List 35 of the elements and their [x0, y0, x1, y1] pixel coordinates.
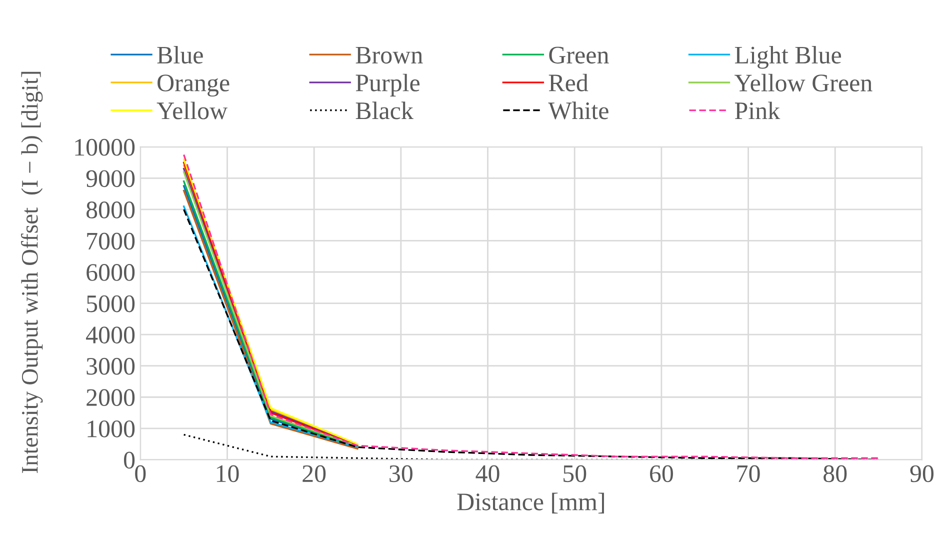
legend-label: Orange	[158, 74, 230, 97]
y-axis-title: Intensity Output with Offset (I − b) [digit]	[20, 72, 43, 474]
legend-label: White	[548, 102, 608, 120]
x-tick-label: 70	[737, 465, 760, 482]
legend-label: Light Blue	[734, 46, 842, 69]
y-tick-label: 7000	[87, 232, 135, 250]
y-tick-label: 3000	[86, 358, 135, 375]
legend-label: Yellow	[156, 102, 228, 120]
legend-label: Black	[356, 102, 414, 120]
legend-label: Pink	[734, 102, 780, 120]
legend-label: Green	[549, 46, 609, 64]
x-tick-label: 50	[564, 465, 586, 482]
x-tick-label: 80	[824, 465, 847, 482]
y-tick-label: 6000	[86, 264, 135, 281]
x-tick-label: 60	[650, 465, 673, 482]
legend-label: Brown	[356, 46, 423, 64]
y-tick-label: 4000	[86, 326, 135, 344]
legend-label: Red	[548, 74, 588, 92]
legend-label: Blue	[157, 46, 203, 64]
y-tick-label: 0	[124, 452, 135, 469]
legend-label: Yellow Green	[734, 74, 872, 92]
y-tick-label: 1000	[88, 420, 135, 438]
x-axis-title: Distance [mm]	[457, 492, 604, 514]
x-tick-label: 40	[476, 465, 500, 482]
x-tick-label: 10	[216, 465, 239, 482]
x-tick-label: 30	[390, 465, 412, 482]
y-tick-label: 2000	[86, 389, 135, 406]
y-tick-label: 8000	[86, 201, 135, 218]
y-tick-label: 9000	[86, 170, 135, 188]
x-tick-label: 20	[302, 465, 326, 482]
x-tick-label: 0	[135, 465, 146, 482]
y-tick-label: 10000	[75, 138, 135, 156]
x-tick-label: 90	[910, 465, 934, 482]
y-tick-label: 5000	[86, 295, 135, 312]
legend-label: Purple	[356, 74, 420, 96]
